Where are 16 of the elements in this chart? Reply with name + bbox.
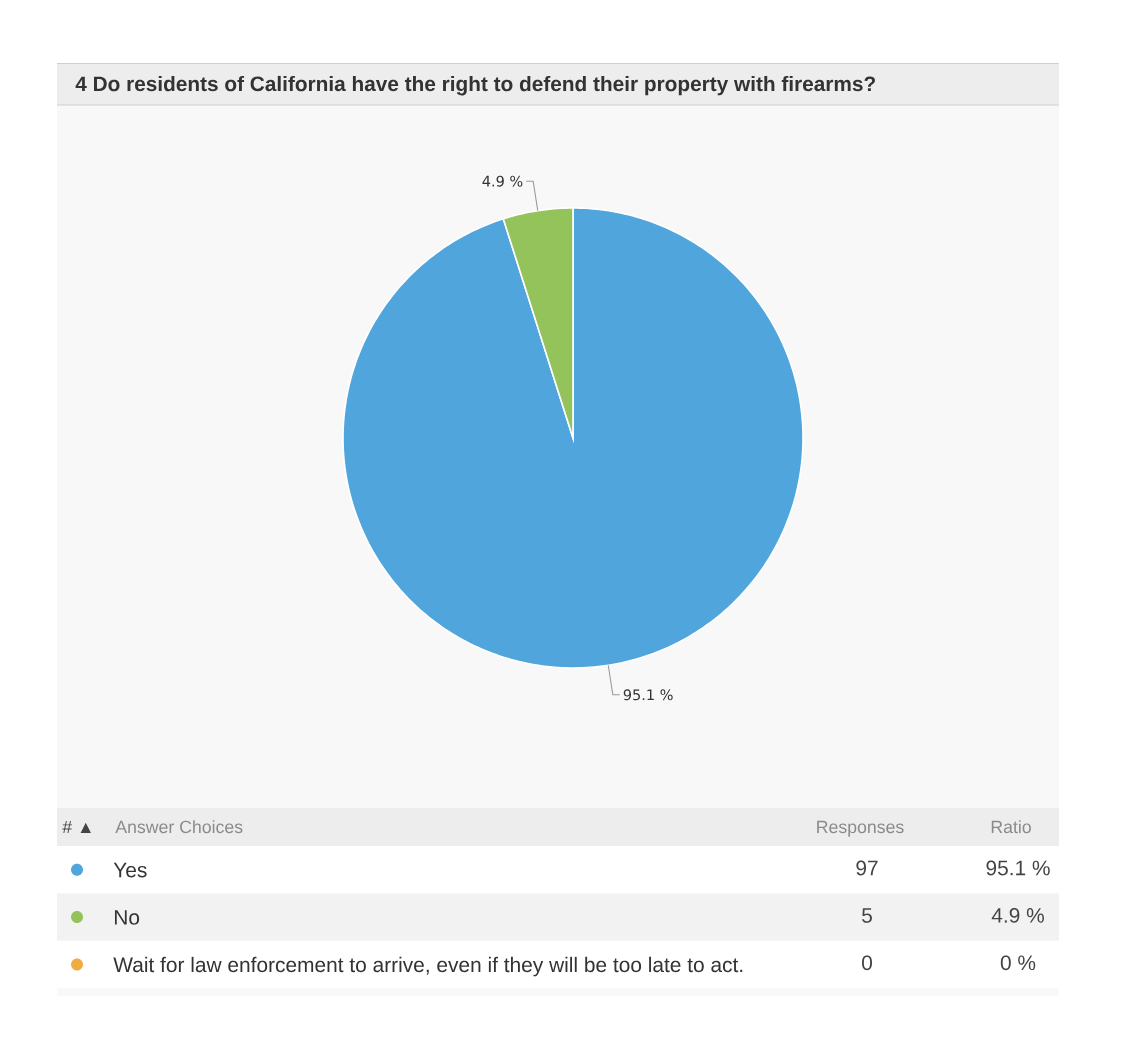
text: Answer Choices bbox=[115, 820, 243, 834]
text: Ratio bbox=[991, 820, 1031, 834]
chart-title: 4 Do residents of California have the right to defend their property with firearms? bbox=[75, 75, 875, 96]
text: 0 % bbox=[1000, 955, 1036, 971]
text: 5 bbox=[862, 908, 872, 923]
text: Responses bbox=[817, 820, 904, 837]
text: 97 bbox=[856, 860, 878, 876]
legend-label: No bbox=[114, 910, 140, 925]
text: 95.1 % bbox=[986, 860, 1050, 876]
text: 0 bbox=[862, 955, 873, 971]
text: # ▲ bbox=[62, 820, 91, 833]
data-label: 4.9 % bbox=[482, 175, 523, 187]
data-label: 95.1 % bbox=[623, 689, 673, 701]
legend-label: Wait for law enforcement to arrive, even if they will be too late to act. bbox=[113, 956, 743, 977]
legend-label: Yes bbox=[113, 862, 147, 878]
text: 4.9 % bbox=[991, 907, 1044, 923]
